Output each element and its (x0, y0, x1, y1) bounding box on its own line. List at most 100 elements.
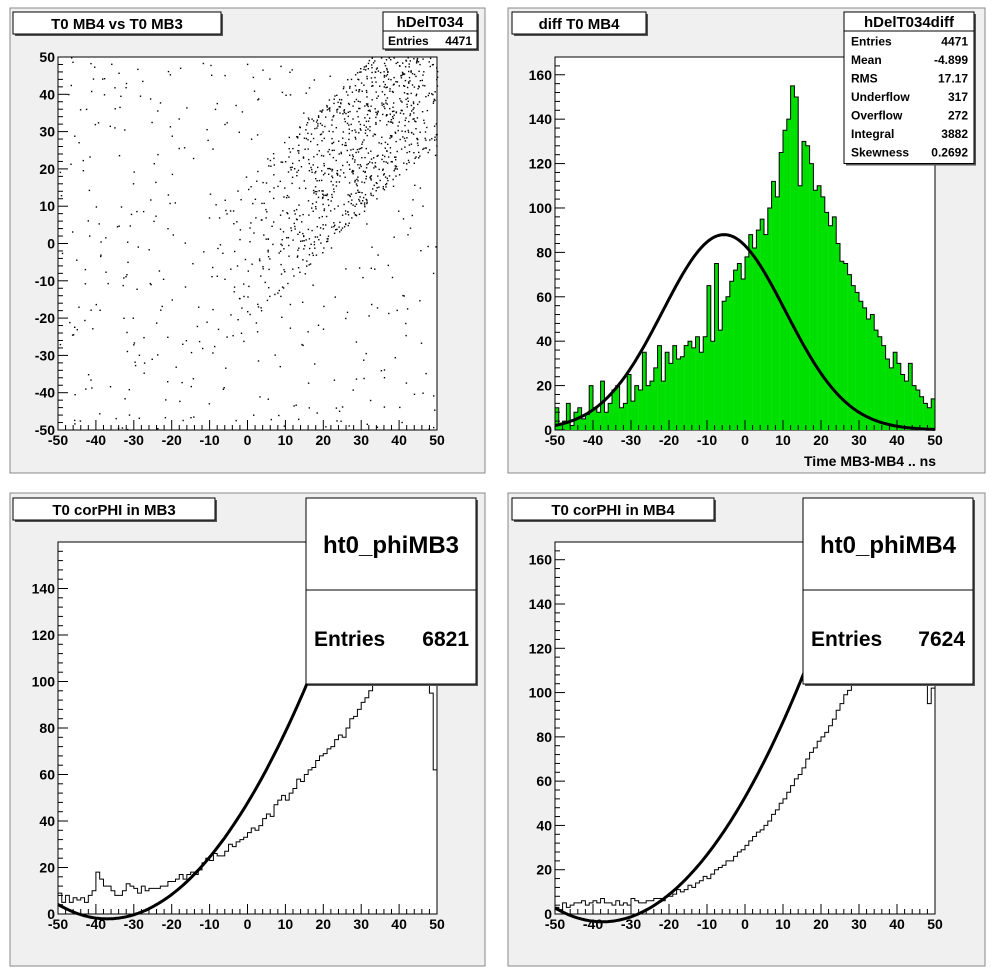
scatter-point (68, 93, 70, 96)
scatter-point (250, 138, 253, 140)
scatter-point (142, 80, 144, 83)
scatter-point (391, 116, 394, 118)
scatter-point (376, 67, 378, 69)
x-tick-label: -20 (162, 432, 182, 448)
scatter-point (334, 95, 336, 97)
title-box[interactable]: T0 MB4 vs T0 MB3 (12, 11, 223, 36)
title-box-bg (12, 497, 216, 521)
scatter-point (397, 129, 399, 132)
scatter-point (387, 78, 390, 80)
scatter-point (353, 101, 356, 103)
scatter-point (423, 119, 425, 121)
scatter-point (413, 118, 415, 120)
scatter-point (151, 358, 153, 360)
y-tick-label: 60 (39, 767, 55, 783)
y-tick-label: 20 (39, 860, 55, 876)
scatter-point (435, 123, 438, 125)
stats-box[interactable]: ht0_phiMB3 Entries 6821 (305, 497, 478, 686)
scatter-point (322, 174, 325, 176)
histogram-bar (741, 279, 746, 430)
stats-box[interactable]: hDelT034 Entries 4471 (382, 11, 479, 51)
scatter-point (318, 179, 321, 182)
pad-scatter-mb4-vs-mb3[interactable]: -50 -40 -30 -20 -10 0 10 20 30 40 50-50-40-30-20-1… (9, 7, 486, 474)
scatter-point (363, 181, 366, 184)
scatter-point (348, 124, 350, 126)
scatter-point (387, 179, 389, 182)
scatter-point (401, 130, 403, 132)
scatter-point (328, 204, 330, 207)
pad-hist-t0-corphi-mb3[interactable]: -50 -40 -30 -20 -10 0 10 20 30 40 5002040608010012… (9, 492, 486, 967)
scatter-point (167, 194, 170, 196)
scatter-point (309, 247, 311, 250)
scatter-point (304, 245, 306, 247)
scatter-point (303, 112, 305, 114)
scatter-point (358, 89, 361, 91)
pad-hist-diff-t0-mb4[interactable]: -50 -40 -30 -20 -10 0 10 20 30 40 5002040608010012… (507, 7, 986, 474)
scatter-point (386, 124, 388, 126)
scatter-point (346, 149, 348, 152)
scatter-point (299, 133, 301, 135)
histogram-bar (555, 407, 559, 430)
scatter-point (383, 160, 385, 163)
scatter-point (369, 126, 371, 128)
scatter-point (252, 202, 254, 205)
scatter-point (416, 60, 418, 62)
scatter-point (390, 161, 393, 163)
scatter-point (363, 139, 365, 141)
scatter-point (335, 407, 338, 409)
scatter-point (315, 201, 318, 203)
scatter-point (267, 256, 270, 258)
scatter-point (95, 206, 98, 208)
scatter-point (358, 167, 361, 169)
scatter-point (307, 148, 309, 150)
title-box[interactable]: T0 corPHI in MB4 (511, 497, 716, 522)
scatter-point (354, 85, 357, 87)
scatter-point (124, 129, 126, 131)
scatter-point (268, 165, 270, 167)
scatter-point (363, 84, 365, 86)
scatter-point (384, 141, 387, 144)
scatter-point (230, 314, 232, 316)
scatter-point (297, 150, 299, 152)
title-box[interactable]: T0 corPHI in MB3 (12, 497, 217, 522)
scatter-point (419, 80, 422, 82)
scatter-point (308, 214, 310, 216)
scatter-point (419, 131, 421, 133)
scatter-point (342, 87, 345, 90)
scatter-point (322, 252, 324, 254)
scatter-point (294, 213, 296, 215)
scatter-point (356, 185, 358, 187)
pad-hist-t0-corphi-mb4[interactable]: -50 -40 -30 -20 -10 0 10 20 30 40 5002040608010012… (507, 492, 986, 967)
scatter-point (377, 254, 379, 256)
scatter-point (422, 392, 424, 394)
scatter-point (420, 342, 423, 344)
scatter-point (336, 420, 338, 422)
y-tick-label: 140 (529, 596, 553, 612)
scatter-point (253, 232, 255, 234)
scatter-point (403, 92, 406, 94)
scatter-point (331, 226, 333, 228)
scatter-point (355, 89, 357, 91)
scatter-point (282, 210, 284, 212)
scatter-point (338, 226, 340, 228)
scatter-point (232, 210, 235, 212)
histogram-bar (585, 414, 590, 430)
scatter-point (226, 122, 228, 124)
scatter-point (337, 205, 339, 207)
scatter-point (387, 162, 389, 164)
stats-box[interactable]: ht0_phiMB4 Entries 7624 (802, 497, 975, 686)
title-box[interactable]: diff T0 MB4 (511, 11, 648, 36)
scatter-point (366, 104, 368, 106)
scatter-point (417, 138, 419, 141)
scatter-point (314, 236, 316, 238)
scatter-point (238, 297, 241, 300)
scatter-point (385, 86, 387, 89)
scatter-point (347, 211, 349, 213)
axes: -50 -40 -30 -20 -10 0 10 20 30 40 5002040608010012… (529, 541, 943, 932)
x-tick-label: -40 (583, 432, 603, 448)
scatter-point (418, 101, 421, 103)
scatter-point (268, 287, 270, 289)
x-tick-label: 10 (775, 916, 791, 932)
scatter-point (164, 417, 167, 419)
